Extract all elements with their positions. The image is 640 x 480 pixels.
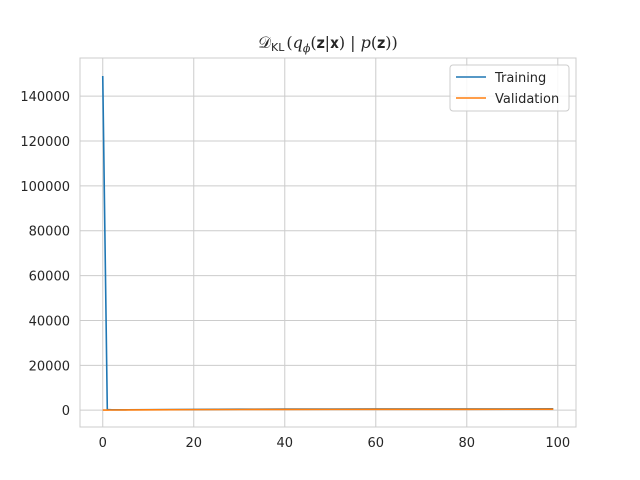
x-tick-label: 20 [185, 436, 202, 451]
y-tick-label: 40000 [29, 314, 70, 329]
legend-label-validation: Validation [495, 92, 559, 107]
plot-area: 0 20 40 60 80 100 0 20000 40000 60000 80000 100000 1… [20, 57, 577, 451]
y-tick-label: 100000 [20, 180, 70, 195]
x-tick-label: 0 [99, 436, 107, 451]
chart-title: 𝒟KL (qϕ(𝐳|𝐱) | p(𝐳)) [258, 33, 398, 55]
y-tick-label: 140000 [20, 90, 70, 105]
x-tick-label: 40 [276, 436, 293, 451]
x-tick-label: 60 [368, 436, 385, 451]
legend-label-training: Training [494, 71, 546, 86]
x-tick-label: 100 [545, 436, 570, 451]
y-tick-label: 20000 [29, 359, 70, 374]
y-tick-label: 60000 [29, 270, 70, 285]
series-line-validation [102, 408, 554, 411]
legend: Training Validation [449, 64, 570, 112]
plot-frame [79, 57, 577, 428]
y-tick-label: 80000 [29, 225, 70, 240]
x-tick-label: 80 [459, 436, 476, 451]
y-tick-label: 0 [62, 404, 70, 419]
y-tick-label: 120000 [20, 135, 70, 150]
